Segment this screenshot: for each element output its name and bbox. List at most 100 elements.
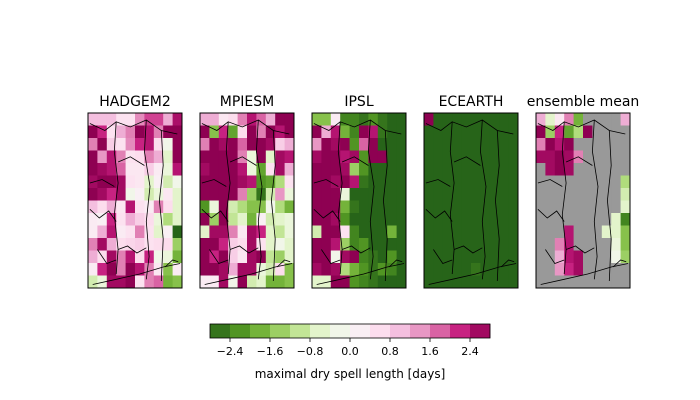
grid-cell: [312, 163, 322, 176]
country-border: [382, 130, 388, 282]
grid-cell: [424, 163, 434, 176]
grid-cell: [125, 213, 136, 226]
grid-cell: [125, 250, 136, 264]
colorbar-segment: [290, 324, 311, 338]
grid-cell: [424, 275, 434, 289]
grid-cell: [106, 125, 117, 139]
colorbar-tick-label: −2.4: [217, 345, 244, 358]
grid-cell: [368, 163, 379, 176]
country-border: [565, 245, 595, 254]
grid-cell: [340, 175, 350, 189]
grid-cell: [611, 213, 621, 226]
grid-cell: [554, 113, 565, 126]
grid-cell: [97, 213, 108, 226]
grid-cell: [508, 225, 519, 239]
grid-cell: [536, 225, 546, 239]
grid-cell: [592, 200, 603, 214]
grid-cell: [88, 250, 98, 264]
grid-cell: [163, 138, 173, 151]
grid-cell: [265, 225, 276, 239]
grid-cell: [359, 200, 369, 214]
map-panels: HADGEM2 MPIESM IPSL ECEARTH ensemble mean: [87, 94, 639, 289]
panel-3: ECEARTH: [423, 94, 519, 289]
grid-cell: [433, 238, 444, 251]
grid-cell: [116, 225, 126, 239]
grid-cell: [312, 150, 322, 164]
grid-cell: [377, 150, 388, 164]
grid-cell: [387, 238, 397, 251]
grid-cell: [442, 138, 453, 151]
grid-cell: [554, 263, 565, 276]
grid-cell: [247, 188, 257, 201]
grid-cell: [106, 113, 117, 126]
grid-cell: [592, 163, 603, 176]
grid-cell: [321, 188, 332, 201]
grid-cell: [536, 200, 546, 214]
grid-cell: [387, 138, 397, 151]
grid-cell: [377, 113, 388, 126]
grid-cell: [554, 238, 565, 251]
grid-cell: [396, 200, 407, 214]
grid-cell: [573, 250, 584, 264]
grid-cell: [442, 175, 453, 189]
grid-cell: [312, 200, 322, 214]
grid-cell: [228, 275, 238, 289]
grid-cell: [433, 275, 444, 289]
grid-cell: [163, 275, 173, 289]
grid-cell: [461, 163, 472, 176]
grid-cell: [97, 238, 108, 251]
grid-cell: [471, 175, 481, 189]
grid-cell: [620, 150, 631, 164]
grid-cell: [284, 250, 295, 264]
grid-cell: [340, 138, 350, 151]
grid-cell: [228, 238, 238, 251]
grid-cell: [601, 250, 612, 264]
colorbar-segment: [330, 324, 351, 338]
grid-cell: [349, 138, 360, 151]
grid-cell: [433, 125, 444, 139]
grid-cell: [508, 175, 519, 189]
grid-cell: [247, 225, 257, 239]
grid-cell: [88, 200, 98, 214]
grid-cell: [265, 125, 276, 139]
colorbar-segment: [230, 324, 251, 338]
grid-cell: [144, 263, 155, 276]
grid-cell: [442, 213, 453, 226]
grid-cell: [340, 200, 350, 214]
grid-cell: [452, 225, 462, 239]
grid-cell: [499, 113, 509, 126]
country-border: [201, 209, 229, 222]
grid-cell: [377, 200, 388, 214]
grid-cell: [396, 275, 407, 289]
grid-cell: [499, 213, 509, 226]
grid-cell: [611, 250, 621, 264]
grid-cell: [554, 225, 565, 239]
grid-cell: [200, 113, 210, 126]
country-border: [313, 179, 339, 187]
grid-cell: [480, 225, 491, 239]
grid-cell: [489, 225, 500, 239]
grid-cell: [330, 138, 341, 151]
country-border: [316, 263, 405, 285]
grid-cell: [237, 163, 248, 176]
grid-cell: [116, 113, 126, 126]
grid-cell: [592, 225, 603, 239]
grid-cell: [284, 213, 295, 226]
grid-cell: [536, 113, 546, 126]
colorbar-segment: [350, 324, 371, 338]
grid-cell: [340, 163, 350, 176]
grid-cell: [480, 150, 491, 164]
grid-cell: [163, 225, 173, 239]
panel-2: IPSL: [311, 94, 407, 289]
grid-cell: [387, 113, 397, 126]
grid-cell: [396, 188, 407, 201]
grid-cell: [508, 138, 519, 151]
grid-cell: [265, 200, 276, 214]
grid-cell: [508, 263, 519, 276]
grid-cell: [321, 238, 332, 251]
grid-cell: [499, 175, 509, 189]
grid-cell: [564, 275, 574, 289]
grid-cell: [387, 150, 397, 164]
grid-cell: [611, 263, 621, 276]
grid-cell: [116, 200, 126, 214]
